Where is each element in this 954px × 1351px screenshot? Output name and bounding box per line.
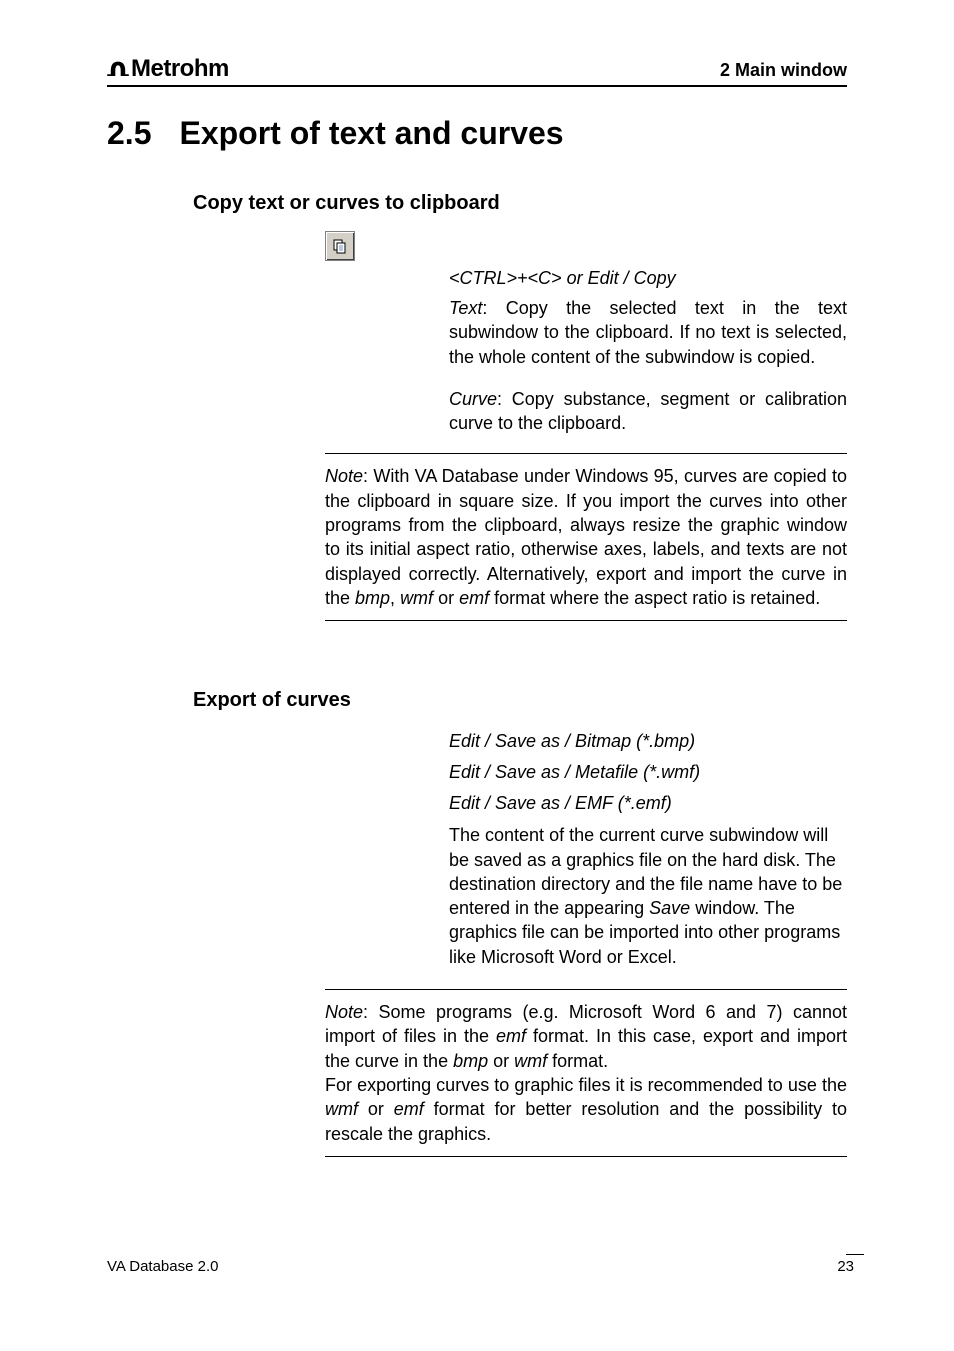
subsection-2: Export of curves Edit / Save as / Bitmap… xyxy=(107,689,847,1157)
menu-export-bmp: Edit / Save as / Bitmap (*.bmp) xyxy=(449,728,847,755)
fmt-bmp: bmp xyxy=(355,588,390,608)
fmt-bmp-2: bmp xyxy=(453,1051,488,1071)
document-page: Metrohm 2 Main window 2.5 Export of text… xyxy=(0,0,954,1351)
note-label-2: Note xyxy=(325,1002,363,1022)
subsection-2-heading: Export of curves xyxy=(107,689,847,712)
page-header: Metrohm 2 Main window xyxy=(107,55,847,87)
chapter-title: 2 Main window xyxy=(720,60,847,81)
section-number: 2.5 xyxy=(107,115,151,152)
curve-body: : Copy substance, segment or calibration… xyxy=(449,389,847,433)
fmt-emf-2: emf xyxy=(496,1026,526,1046)
fmt-wmf-3: wmf xyxy=(325,1099,358,1119)
fmt-wmf: wmf xyxy=(400,588,433,608)
footer-page-number: 23 xyxy=(837,1258,854,1275)
section-heading: 2.5 Export of text and curves xyxy=(107,115,847,152)
curve-copy-paragraph: Curve: Copy substance, segment or calibr… xyxy=(449,387,847,436)
brand-logo: Metrohm xyxy=(107,55,229,83)
text-label: Text xyxy=(449,298,482,318)
brand-text: Metrohm xyxy=(131,55,229,83)
copy-icon xyxy=(332,238,348,254)
curve-label: Curve xyxy=(449,389,497,409)
text-copy-paragraph: Text: Copy the selected text in the text… xyxy=(449,296,847,369)
text-body: : Copy the selected text in the text sub… xyxy=(449,298,847,367)
ohm-icon xyxy=(107,55,129,83)
menu-shortcut-1: <CTRL>+<C> or Edit / Copy xyxy=(449,265,847,292)
note-block-1: Note: With VA Database under Windows 95,… xyxy=(325,453,847,621)
export-body-paragraph: The content of the current curve subwind… xyxy=(449,823,847,969)
copy-toolbar-button xyxy=(325,231,847,261)
save-label: Save xyxy=(649,898,690,918)
menu-export-wmf: Edit / Save as / Metaﬁle (*.wmf) xyxy=(449,759,847,786)
note2-3: format. xyxy=(547,1051,608,1071)
menu-export-emf: Edit / Save as / EMF (*.emf) xyxy=(449,790,847,817)
note-block-2: Note: Some programs (e.g. Microsoft Word… xyxy=(325,989,847,1157)
page-footer: VA Database 2.0 23 xyxy=(107,1258,854,1275)
subsection-1-heading: Copy text or curves to clipboard xyxy=(107,192,847,215)
note-label-1: Note xyxy=(325,466,363,486)
section-title: Export of text and curves xyxy=(179,115,563,152)
fmt-emf: emf xyxy=(459,588,489,608)
fmt-emf-3: emf xyxy=(394,1099,424,1119)
footer-separator xyxy=(846,1254,864,1255)
note-body-1: : With VA Database under Windows 95, cur… xyxy=(325,466,847,607)
fmt-wmf-2: wmf xyxy=(514,1051,547,1071)
note2-4a: For exporting curves to graphic files it… xyxy=(325,1075,847,1095)
footer-left: VA Database 2.0 xyxy=(107,1258,218,1275)
note-body-2: format where the aspect ratio is retaine… xyxy=(489,588,820,608)
